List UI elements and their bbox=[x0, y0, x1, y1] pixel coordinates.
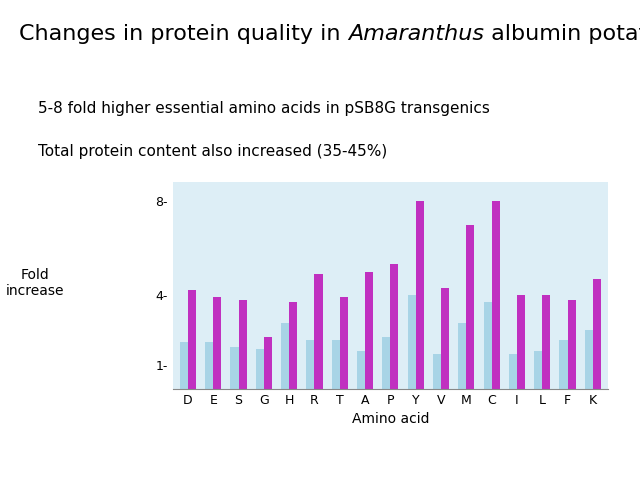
Bar bbox=[256, 349, 264, 389]
Bar bbox=[483, 302, 492, 389]
Bar bbox=[593, 278, 601, 389]
Bar bbox=[289, 302, 298, 389]
Bar bbox=[180, 342, 188, 389]
Bar bbox=[458, 323, 467, 389]
Bar bbox=[357, 351, 365, 389]
Bar bbox=[585, 330, 593, 389]
Bar bbox=[340, 297, 348, 389]
Bar bbox=[416, 201, 424, 389]
X-axis label: Amino acid: Amino acid bbox=[351, 412, 429, 426]
Bar bbox=[365, 272, 373, 389]
Bar bbox=[441, 288, 449, 389]
Text: Changes in protein quality in: Changes in protein quality in bbox=[19, 24, 348, 44]
Bar bbox=[314, 274, 323, 389]
Bar bbox=[230, 347, 239, 389]
Bar bbox=[205, 342, 213, 389]
Bar bbox=[382, 337, 390, 389]
Bar bbox=[542, 295, 550, 389]
Bar bbox=[213, 297, 221, 389]
Bar bbox=[534, 351, 542, 389]
Bar bbox=[390, 264, 399, 389]
Bar bbox=[467, 225, 474, 389]
Text: 5-8 fold higher essential amino acids in pSB8G transgenics: 5-8 fold higher essential amino acids in… bbox=[38, 101, 490, 116]
Text: Total protein content also increased (35-45%): Total protein content also increased (35… bbox=[38, 144, 388, 159]
Text: Fold
increase: Fold increase bbox=[6, 268, 65, 298]
Bar bbox=[188, 290, 196, 389]
Bar bbox=[517, 295, 525, 389]
Bar bbox=[264, 337, 272, 389]
Bar bbox=[239, 300, 246, 389]
Text: Amaranthus: Amaranthus bbox=[348, 24, 484, 44]
Bar bbox=[408, 295, 416, 389]
Text: albumin potatoes: albumin potatoes bbox=[484, 24, 640, 44]
Bar bbox=[568, 300, 575, 389]
Bar bbox=[509, 354, 517, 389]
Bar bbox=[332, 339, 340, 389]
Bar bbox=[307, 339, 314, 389]
Bar bbox=[281, 323, 289, 389]
Bar bbox=[492, 201, 500, 389]
Bar bbox=[433, 354, 441, 389]
Bar bbox=[559, 339, 568, 389]
